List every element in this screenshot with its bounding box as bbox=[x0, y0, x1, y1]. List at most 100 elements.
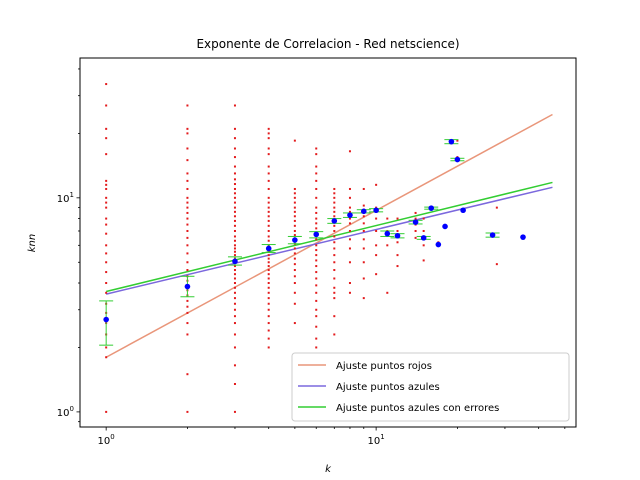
red-point bbox=[495, 206, 498, 209]
red-point bbox=[362, 297, 365, 300]
red-point bbox=[293, 302, 296, 305]
red-point bbox=[267, 322, 270, 325]
red-point bbox=[348, 238, 351, 241]
red-point bbox=[233, 250, 236, 253]
red-point bbox=[233, 265, 236, 268]
red-point bbox=[315, 284, 318, 287]
red-point bbox=[348, 217, 351, 220]
red-point bbox=[293, 247, 296, 250]
red-point bbox=[414, 236, 417, 239]
red-point bbox=[456, 139, 459, 142]
blue-point bbox=[265, 245, 272, 252]
red-point bbox=[186, 211, 189, 214]
red-point bbox=[267, 337, 270, 340]
red-point bbox=[333, 187, 336, 190]
red-point bbox=[414, 211, 417, 214]
red-point bbox=[233, 187, 236, 190]
red-point bbox=[333, 297, 336, 300]
red-point bbox=[375, 254, 378, 257]
red-point bbox=[267, 308, 270, 311]
blue-point bbox=[331, 218, 338, 224]
red-point bbox=[293, 139, 296, 142]
red-point bbox=[362, 261, 365, 264]
blue-point bbox=[232, 258, 238, 265]
red-point bbox=[315, 179, 318, 182]
red-point bbox=[315, 299, 318, 302]
red-point bbox=[293, 192, 296, 195]
red-point bbox=[186, 196, 189, 199]
red-point bbox=[333, 291, 336, 294]
red-point bbox=[333, 224, 336, 227]
red-point bbox=[233, 247, 236, 250]
red-point bbox=[186, 147, 189, 150]
red-point bbox=[186, 261, 189, 264]
red-point bbox=[233, 273, 236, 276]
red-point bbox=[293, 252, 296, 255]
blue-point bbox=[292, 237, 298, 243]
red-point bbox=[105, 137, 108, 140]
red-point bbox=[105, 291, 108, 294]
red-point bbox=[105, 187, 108, 190]
red-point bbox=[233, 137, 236, 140]
red-point bbox=[105, 356, 108, 359]
red-point bbox=[293, 263, 296, 266]
red-point bbox=[267, 210, 270, 213]
red-point bbox=[348, 291, 351, 294]
red-point bbox=[315, 315, 318, 318]
blue-point bbox=[460, 207, 466, 214]
red-point bbox=[267, 235, 270, 238]
red-point bbox=[422, 259, 425, 262]
blue-point bbox=[489, 232, 496, 238]
red-point bbox=[233, 196, 236, 199]
red-point bbox=[105, 196, 108, 199]
red-point bbox=[233, 297, 236, 300]
red-point bbox=[293, 210, 296, 213]
y-axis-label: knn bbox=[27, 234, 38, 252]
red-point bbox=[362, 215, 365, 218]
red-point bbox=[315, 277, 318, 280]
red-point bbox=[105, 410, 108, 413]
red-point bbox=[186, 333, 189, 336]
red-point bbox=[293, 269, 296, 272]
red-point bbox=[267, 206, 270, 209]
blue-point bbox=[412, 219, 419, 225]
red-point bbox=[233, 178, 236, 181]
red-point bbox=[348, 206, 351, 209]
red-point bbox=[333, 210, 336, 213]
red-point bbox=[386, 291, 389, 294]
red-point bbox=[186, 159, 189, 162]
red-point bbox=[267, 187, 270, 190]
red-point bbox=[186, 179, 189, 182]
red-point bbox=[267, 297, 270, 300]
red-point bbox=[362, 222, 365, 225]
red-point bbox=[267, 137, 270, 140]
blue-point bbox=[313, 231, 320, 238]
red-point bbox=[396, 265, 399, 268]
red-point bbox=[186, 299, 189, 302]
red-point bbox=[105, 217, 108, 220]
red-point bbox=[315, 337, 318, 340]
blue-point bbox=[384, 230, 391, 237]
red-point bbox=[267, 277, 270, 280]
red-point bbox=[293, 275, 296, 278]
red-point bbox=[414, 217, 417, 220]
red-point bbox=[233, 410, 236, 413]
blue-point bbox=[520, 234, 526, 240]
red-point bbox=[105, 201, 108, 204]
red-point bbox=[186, 322, 189, 325]
red-point bbox=[315, 291, 318, 294]
red-point bbox=[315, 325, 318, 328]
red-point bbox=[233, 215, 236, 218]
red-point bbox=[105, 252, 108, 255]
red-point bbox=[105, 83, 108, 86]
red-point bbox=[293, 282, 296, 285]
red-point bbox=[348, 222, 351, 225]
red-point bbox=[293, 291, 296, 294]
legend-label-1: Ajuste puntos rojos bbox=[336, 361, 432, 372]
red-point bbox=[315, 238, 318, 241]
red-point bbox=[186, 311, 189, 314]
red-point bbox=[267, 315, 270, 318]
red-point bbox=[362, 277, 365, 280]
red-point bbox=[267, 302, 270, 305]
